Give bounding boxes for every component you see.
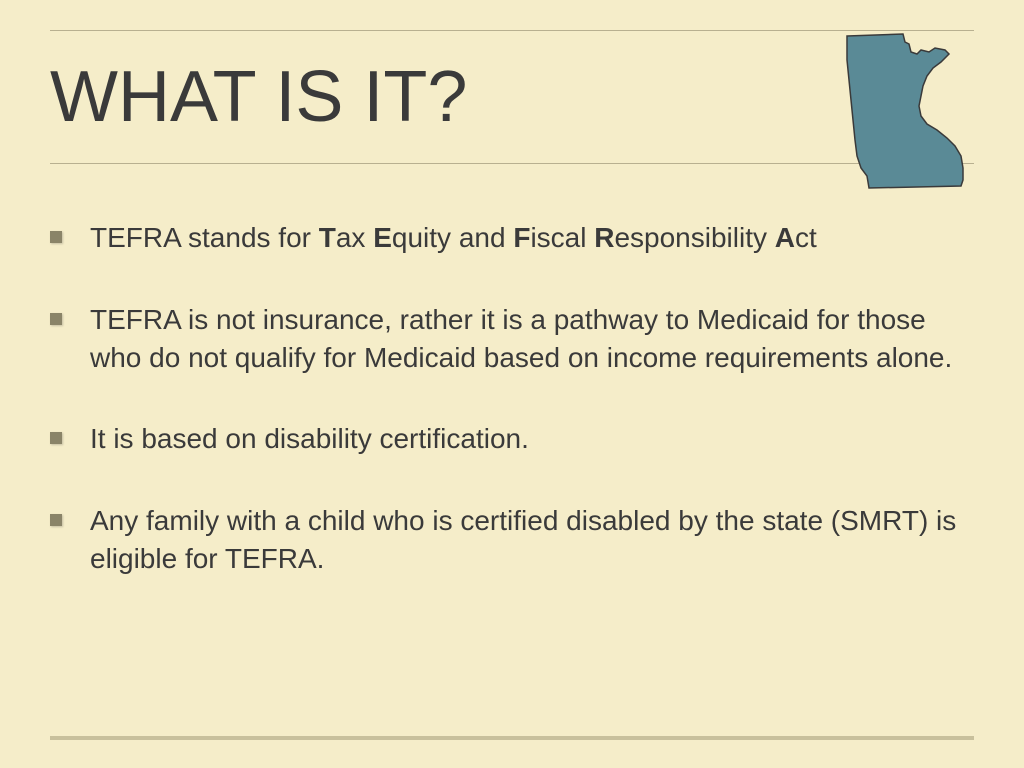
bullet-marker-icon <box>50 231 62 243</box>
bullet-text: It is based on disability certification. <box>90 420 529 458</box>
plain-text: ct <box>795 222 817 253</box>
bold-text: F <box>513 222 530 253</box>
bold-text: T <box>319 222 336 253</box>
bold-text: R <box>594 222 614 253</box>
bold-text: A <box>775 222 795 253</box>
bullet-item: TEFRA stands for Tax Equity and Fiscal R… <box>50 219 974 257</box>
bullet-item: TEFRA is not insurance, rather it is a p… <box>50 301 974 377</box>
plain-text: ax <box>336 222 373 253</box>
minnesota-icon <box>829 28 969 198</box>
bullet-item: It is based on disability certification. <box>50 420 974 458</box>
bullet-item: Any family with a child who is certified… <box>50 502 974 578</box>
plain-text: TEFRA is not insurance, rather it is a p… <box>90 304 952 373</box>
bullet-text: TEFRA is not insurance, rather it is a p… <box>90 301 974 377</box>
plain-text: quity and <box>392 222 513 253</box>
bullet-text: TEFRA stands for Tax Equity and Fiscal R… <box>90 219 817 257</box>
bullet-text: Any family with a child who is certified… <box>90 502 974 578</box>
bold-text: E <box>373 222 392 253</box>
bullet-marker-icon <box>50 313 62 325</box>
plain-text: TEFRA stands for <box>90 222 319 253</box>
bottom-rule <box>50 736 974 740</box>
plain-text: Any family with a child who is certified… <box>90 505 956 574</box>
slide: WHAT IS IT? TEFRA stands for Tax Equity … <box>0 0 1024 768</box>
plain-text: esponsibility <box>614 222 774 253</box>
plain-text: It is based on disability certification. <box>90 423 529 454</box>
plain-text: iscal <box>530 222 594 253</box>
bullet-marker-icon <box>50 432 62 444</box>
bullet-marker-icon <box>50 514 62 526</box>
bullet-list: TEFRA stands for Tax Equity and Fiscal R… <box>50 219 974 578</box>
